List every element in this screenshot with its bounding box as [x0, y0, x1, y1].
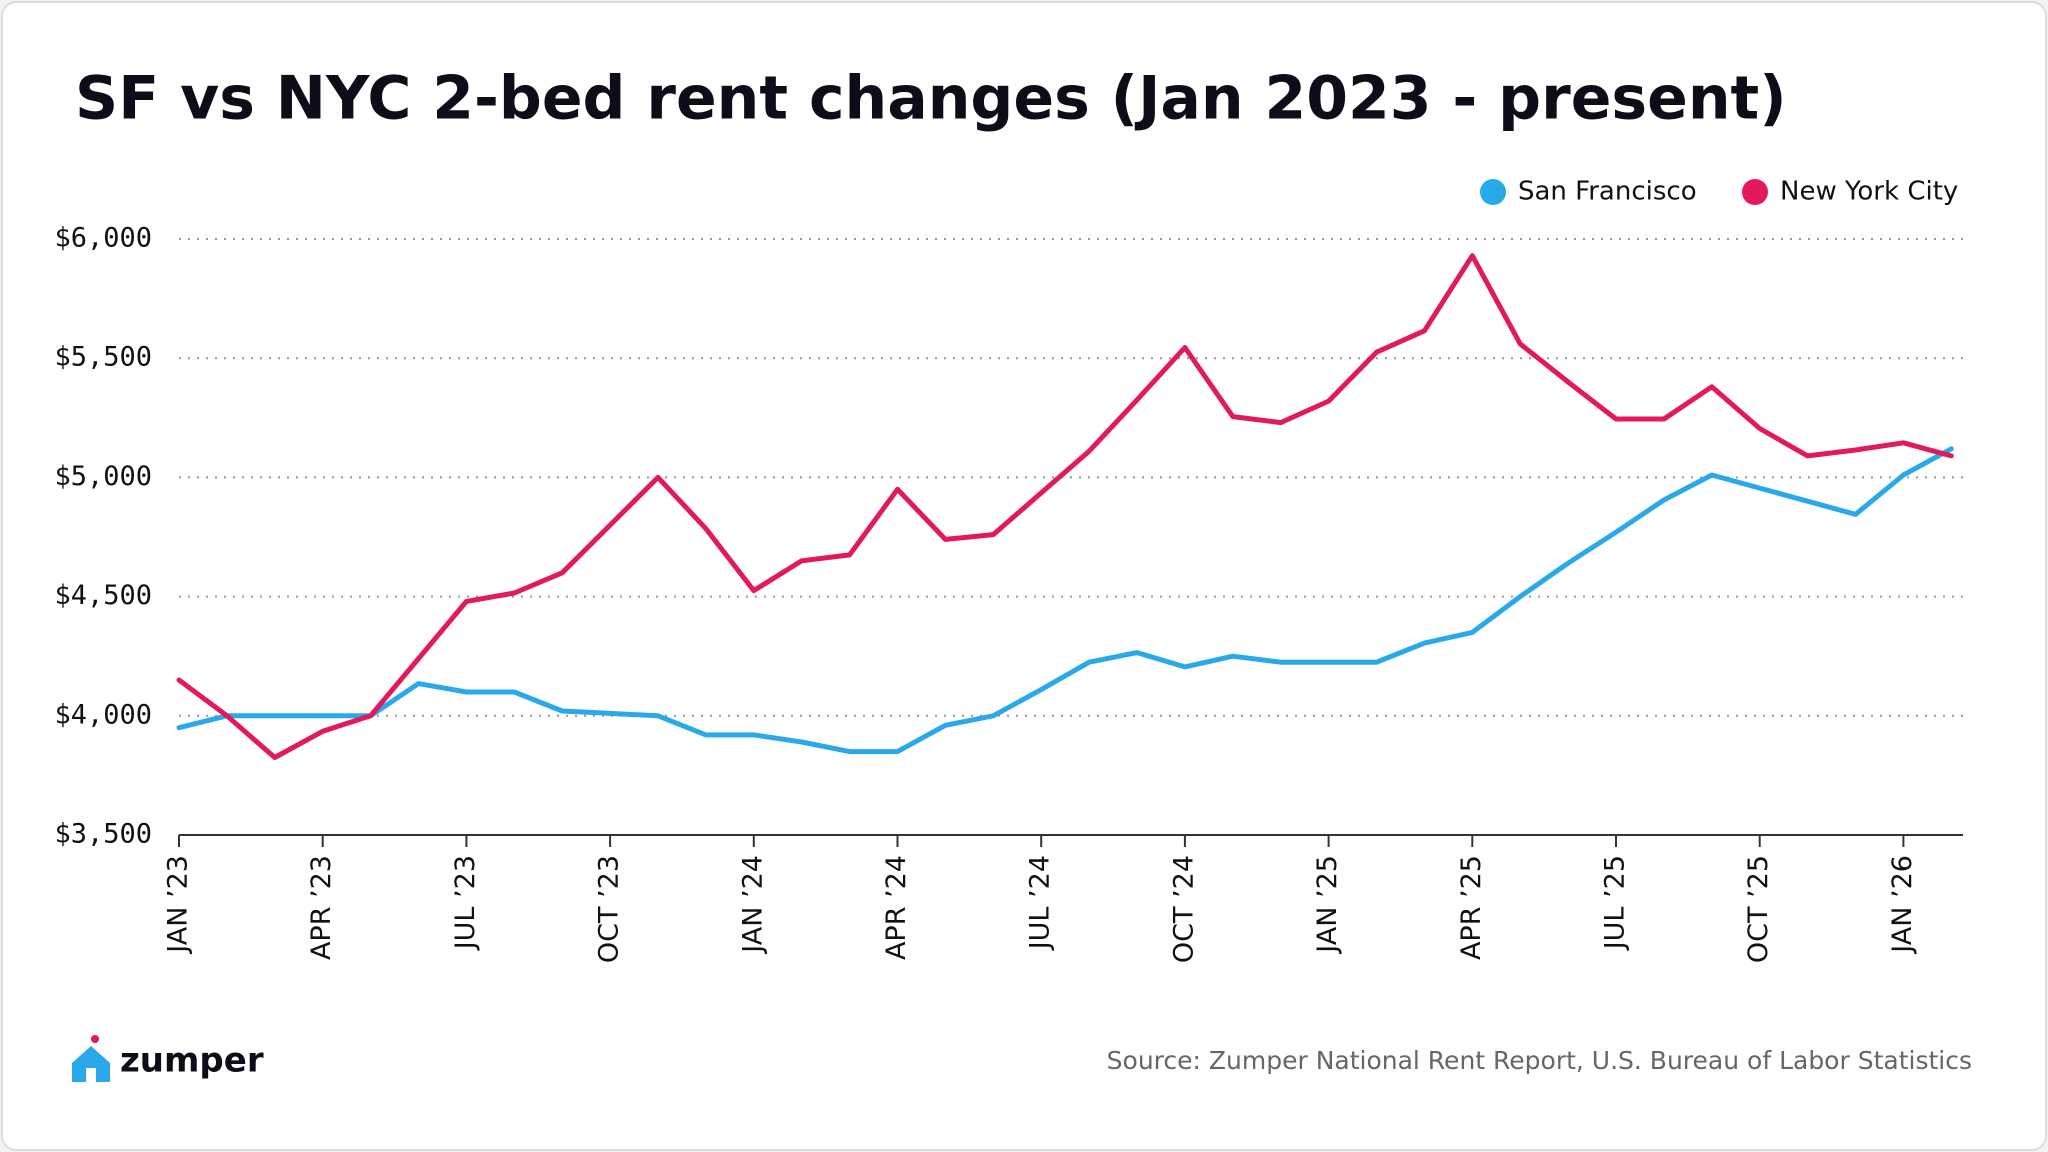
x-tick-label: OCT ’25	[1743, 855, 1774, 963]
legend-label: New York City	[1780, 177, 1958, 207]
x-tick-label: APR ’24	[881, 855, 912, 960]
logo-text: zumper	[120, 1041, 264, 1081]
x-tick-label: JUL ’25	[1600, 855, 1631, 951]
y-tick-label: $6,000	[54, 223, 152, 254]
y-tick-label: $5,500	[54, 342, 152, 373]
x-tick-label: APR ’25	[1456, 855, 1487, 960]
chart-title: SF vs NYC 2-bed rent changes (Jan 2023 -…	[75, 64, 1787, 134]
legend-label: San Francisco	[1518, 177, 1697, 207]
x-tick-label: OCT ’24	[1168, 855, 1199, 963]
y-tick-label: $4,500	[54, 580, 152, 611]
series-line	[176, 253, 1954, 760]
x-tick-label: JAN ’23	[163, 855, 194, 955]
x-tick-label: JAN ’25	[1312, 855, 1343, 955]
legend-marker	[1742, 179, 1768, 205]
x-tick-label: JUL ’23	[450, 855, 481, 951]
x-tick-label: APR ’23	[306, 855, 337, 960]
legend-marker	[1480, 179, 1506, 205]
y-tick-label: $3,500	[54, 819, 152, 850]
source: Source: Zumper National Rent Report, U.S…	[1107, 1046, 1972, 1075]
logo-icon	[72, 1035, 110, 1082]
x-tick-label: OCT ’23	[594, 855, 625, 963]
series-line	[176, 446, 1954, 755]
y-tick-label: $5,000	[54, 461, 152, 492]
x-tick-label: JAN ’24	[737, 855, 768, 955]
x-tick-label: JUL ’24	[1025, 855, 1056, 951]
x-tick-label: JAN ’26	[1887, 855, 1918, 955]
y-tick-label: $4,000	[54, 699, 152, 730]
